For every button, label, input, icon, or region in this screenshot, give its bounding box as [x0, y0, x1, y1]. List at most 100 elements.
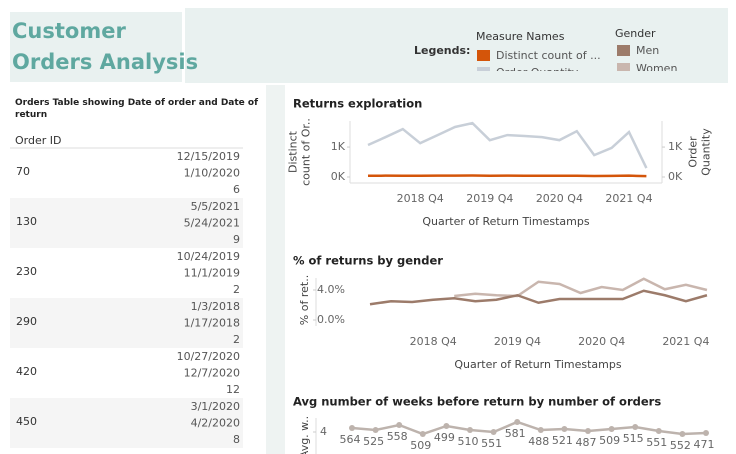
point [467, 427, 473, 433]
table-title-text: Orders Table showing Date of order and D… [15, 98, 258, 108]
divider [266, 85, 285, 454]
y-tick-label: 1K [331, 140, 346, 153]
point [655, 428, 662, 434]
cell: 12/15/2019 [177, 150, 240, 163]
cell: 4/2/2020 [191, 417, 240, 430]
x-tick-label: 2018 Q4 [410, 335, 457, 348]
cell: 5/5/2021 [191, 200, 240, 213]
legend-entries: Distinct count of ... Order Quantity Men Wo… [477, 44, 677, 79]
y-axis-title: Avg. w.. [298, 416, 311, 454]
point-label: 558 [387, 430, 408, 443]
x-tick-label: 2019 Q4 [494, 335, 541, 348]
chart-title: Avg number of weeks before return by num… [293, 395, 661, 409]
chart-title: Returns exploration [293, 97, 422, 111]
point [443, 423, 450, 429]
y-tick-label: 0.0% [317, 313, 345, 326]
cell: 2 [233, 333, 240, 346]
table-title: Orders Table showing Date of order and D… [15, 98, 258, 120]
cell: 2 [233, 283, 240, 296]
point-label: 521 [552, 434, 573, 447]
point [632, 424, 639, 430]
x-tick-label: 2021 Q4 [662, 335, 709, 348]
cell: 10/24/2019 [177, 250, 240, 263]
cell: 1/10/2020 [184, 167, 240, 180]
point-label: 564 [340, 433, 361, 446]
point-label: 515 [623, 432, 644, 445]
y-axis-title: Distinct [287, 130, 300, 173]
row-band [10, 298, 243, 348]
point [537, 427, 544, 433]
table-header: Order ID [15, 134, 61, 147]
legend-entry: Order Quantity [496, 66, 579, 79]
x-tick-label: 2018 Q4 [397, 192, 444, 205]
point [419, 431, 426, 437]
point [703, 430, 709, 436]
point-label: 551 [481, 437, 502, 450]
x-axis-title: Quarter of Return Timestamps [454, 358, 621, 371]
point [608, 426, 615, 432]
cell: 12/7/2020 [184, 367, 240, 380]
point-label: 551 [646, 436, 667, 449]
y-tick-label: 0K [331, 170, 346, 183]
cell: 11/1/2019 [184, 267, 240, 280]
cell: 12 [226, 383, 240, 396]
point-label: 525 [363, 435, 384, 448]
y-tick-label: 1K [668, 140, 683, 153]
chart-title: % of returns by gender [293, 254, 443, 268]
cell: 1/3/2018 [191, 300, 240, 313]
series-line [454, 277, 708, 298]
legend-entry: Women [636, 62, 677, 75]
legend-swatch [477, 67, 490, 71]
point [679, 431, 686, 437]
cell: 6 [233, 183, 240, 196]
series-line [367, 174, 647, 178]
order-id: 420 [16, 365, 37, 378]
point-label: 510 [458, 435, 479, 448]
cell: 5/24/2021 [184, 217, 240, 230]
point [372, 427, 379, 433]
legend-swatch [477, 50, 490, 61]
y-axis-title: count of Or.. [300, 118, 313, 186]
row-band [10, 198, 243, 248]
point [585, 428, 591, 434]
legend-title: Measure Names [476, 30, 565, 43]
cell: 10/27/2020 [177, 350, 240, 363]
point-label: 581 [505, 427, 526, 440]
point-label: 499 [434, 431, 455, 444]
cell: 9 [233, 233, 240, 246]
order-id: 450 [16, 415, 37, 428]
order-id: 130 [16, 215, 37, 228]
point-label: 488 [528, 435, 549, 448]
point [349, 425, 355, 431]
legend-entry: Men [636, 44, 659, 57]
x-axis-title: Quarter of Return Timestamps [422, 215, 589, 228]
point [490, 429, 497, 435]
legend-swatch [617, 45, 630, 56]
cell: 8 [233, 433, 240, 446]
x-tick-label: 2020 Q4 [536, 192, 583, 205]
cell: 3/1/2020 [191, 400, 240, 413]
title-line: Orders Analysis [12, 50, 198, 74]
table-title-wrap: return [15, 110, 47, 120]
point-label: 509 [410, 439, 431, 452]
series-line [369, 289, 708, 306]
point-label: 509 [599, 434, 620, 447]
y-tick-label: 4 [320, 425, 327, 438]
row-band [10, 398, 243, 448]
cell: 1/17/2018 [184, 317, 240, 330]
legend-title: Gender [615, 27, 656, 40]
title-line: Customer [12, 19, 126, 43]
series-line [351, 420, 707, 436]
point-label: 552 [670, 439, 691, 452]
title-box [10, 12, 182, 82]
point [514, 419, 521, 425]
order-id: 230 [16, 265, 37, 278]
order-id: 70 [16, 165, 30, 178]
point-label: 471 [694, 438, 715, 451]
series-line [367, 121, 648, 169]
order-id: 290 [16, 315, 37, 328]
y-axis-title: Order [687, 136, 700, 168]
legend-swatch [617, 63, 630, 71]
